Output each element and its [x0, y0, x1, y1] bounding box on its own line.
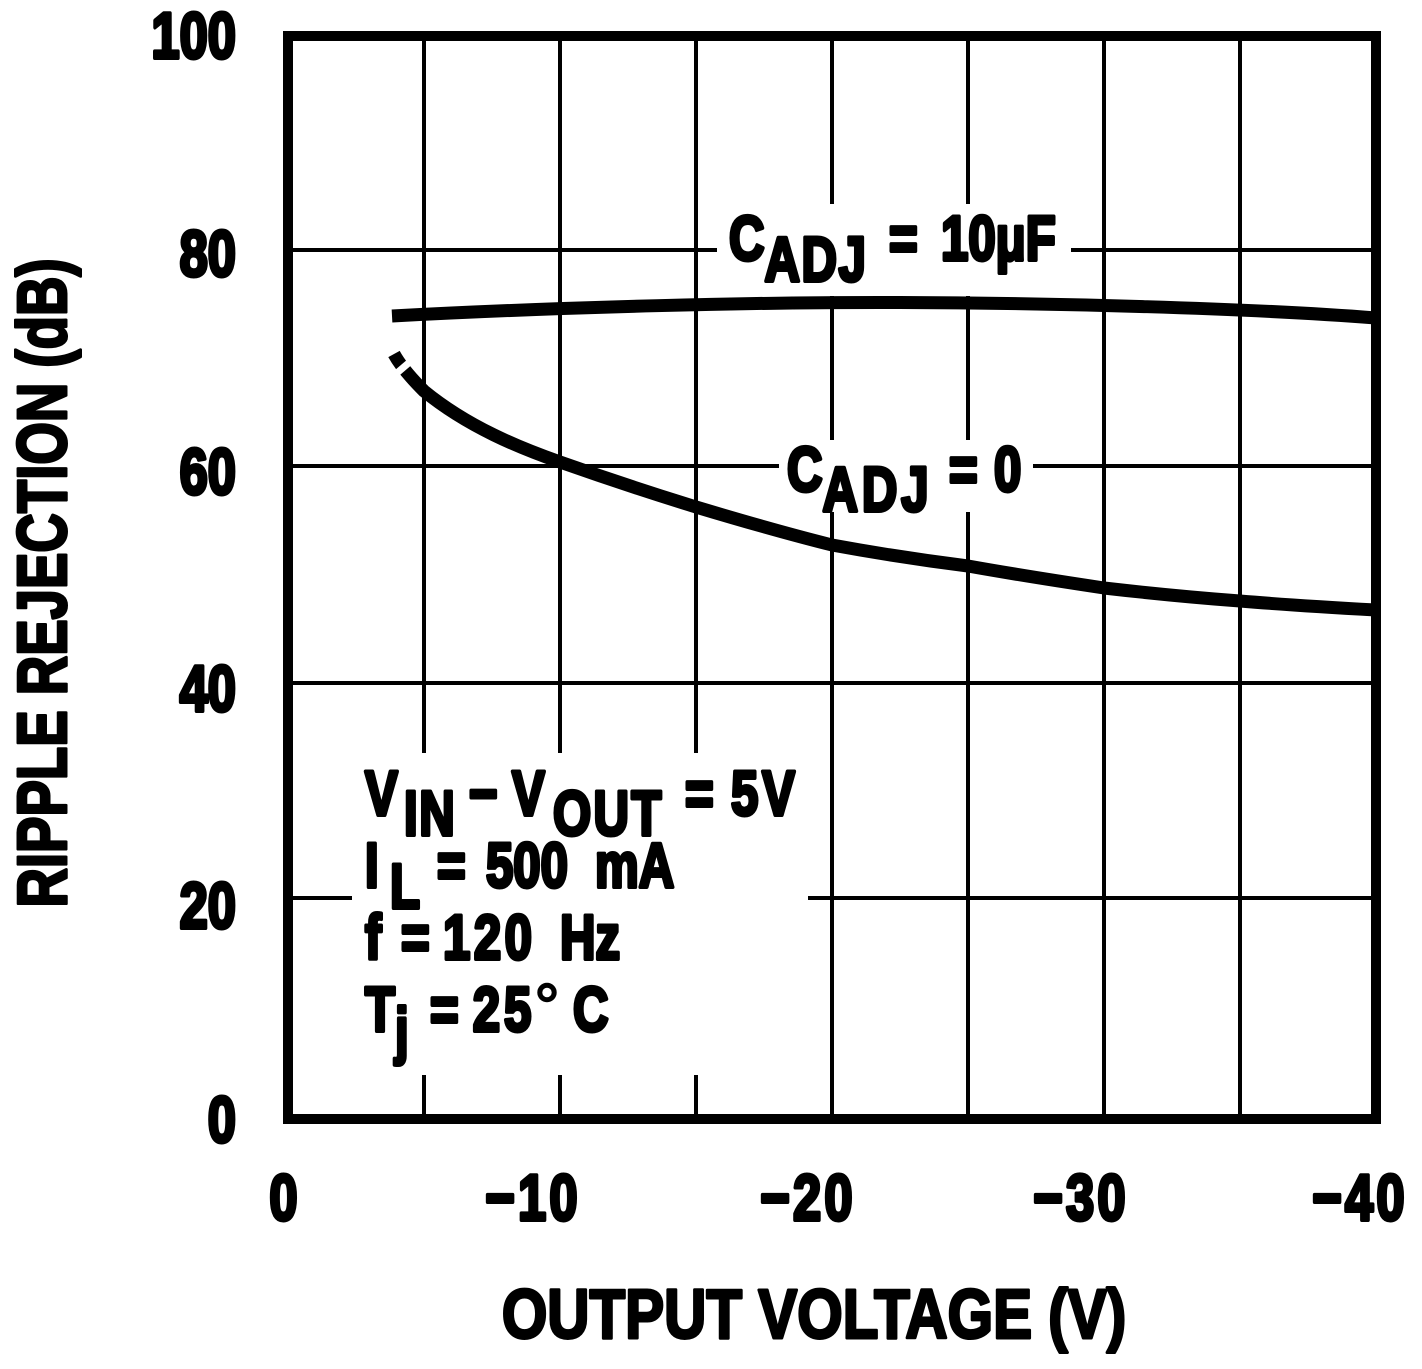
- svg-text:−10: −10: [485, 1162, 580, 1234]
- svg-text:−40: −40: [1312, 1162, 1407, 1234]
- svg-text:100: 100: [151, 0, 236, 72]
- svg-text:Tj=25C: Tj = 25 C: [365, 974, 609, 1065]
- svg-text:CADJ=0: CADJ = 0: [787, 434, 1021, 524]
- svg-text:0: 0: [208, 1084, 236, 1156]
- svg-text:OUTPUT VOLTAGE (V): OUTPUT VOLTAGE (V): [502, 1275, 1126, 1353]
- svg-text:80: 80: [180, 218, 236, 290]
- svg-text:−20: −20: [760, 1162, 855, 1234]
- svg-text:CADJ=10μF: CADJ = 10μF: [729, 203, 1056, 294]
- svg-text:20: 20: [180, 870, 236, 942]
- svg-text:−30: −30: [1033, 1162, 1128, 1234]
- svg-text:60: 60: [180, 436, 236, 508]
- svg-text:RIPPLE REJECTION (dB): RIPPLE REJECTION (dB): [4, 258, 82, 907]
- svg-text:0: 0: [269, 1162, 300, 1234]
- svg-text:40: 40: [180, 653, 236, 725]
